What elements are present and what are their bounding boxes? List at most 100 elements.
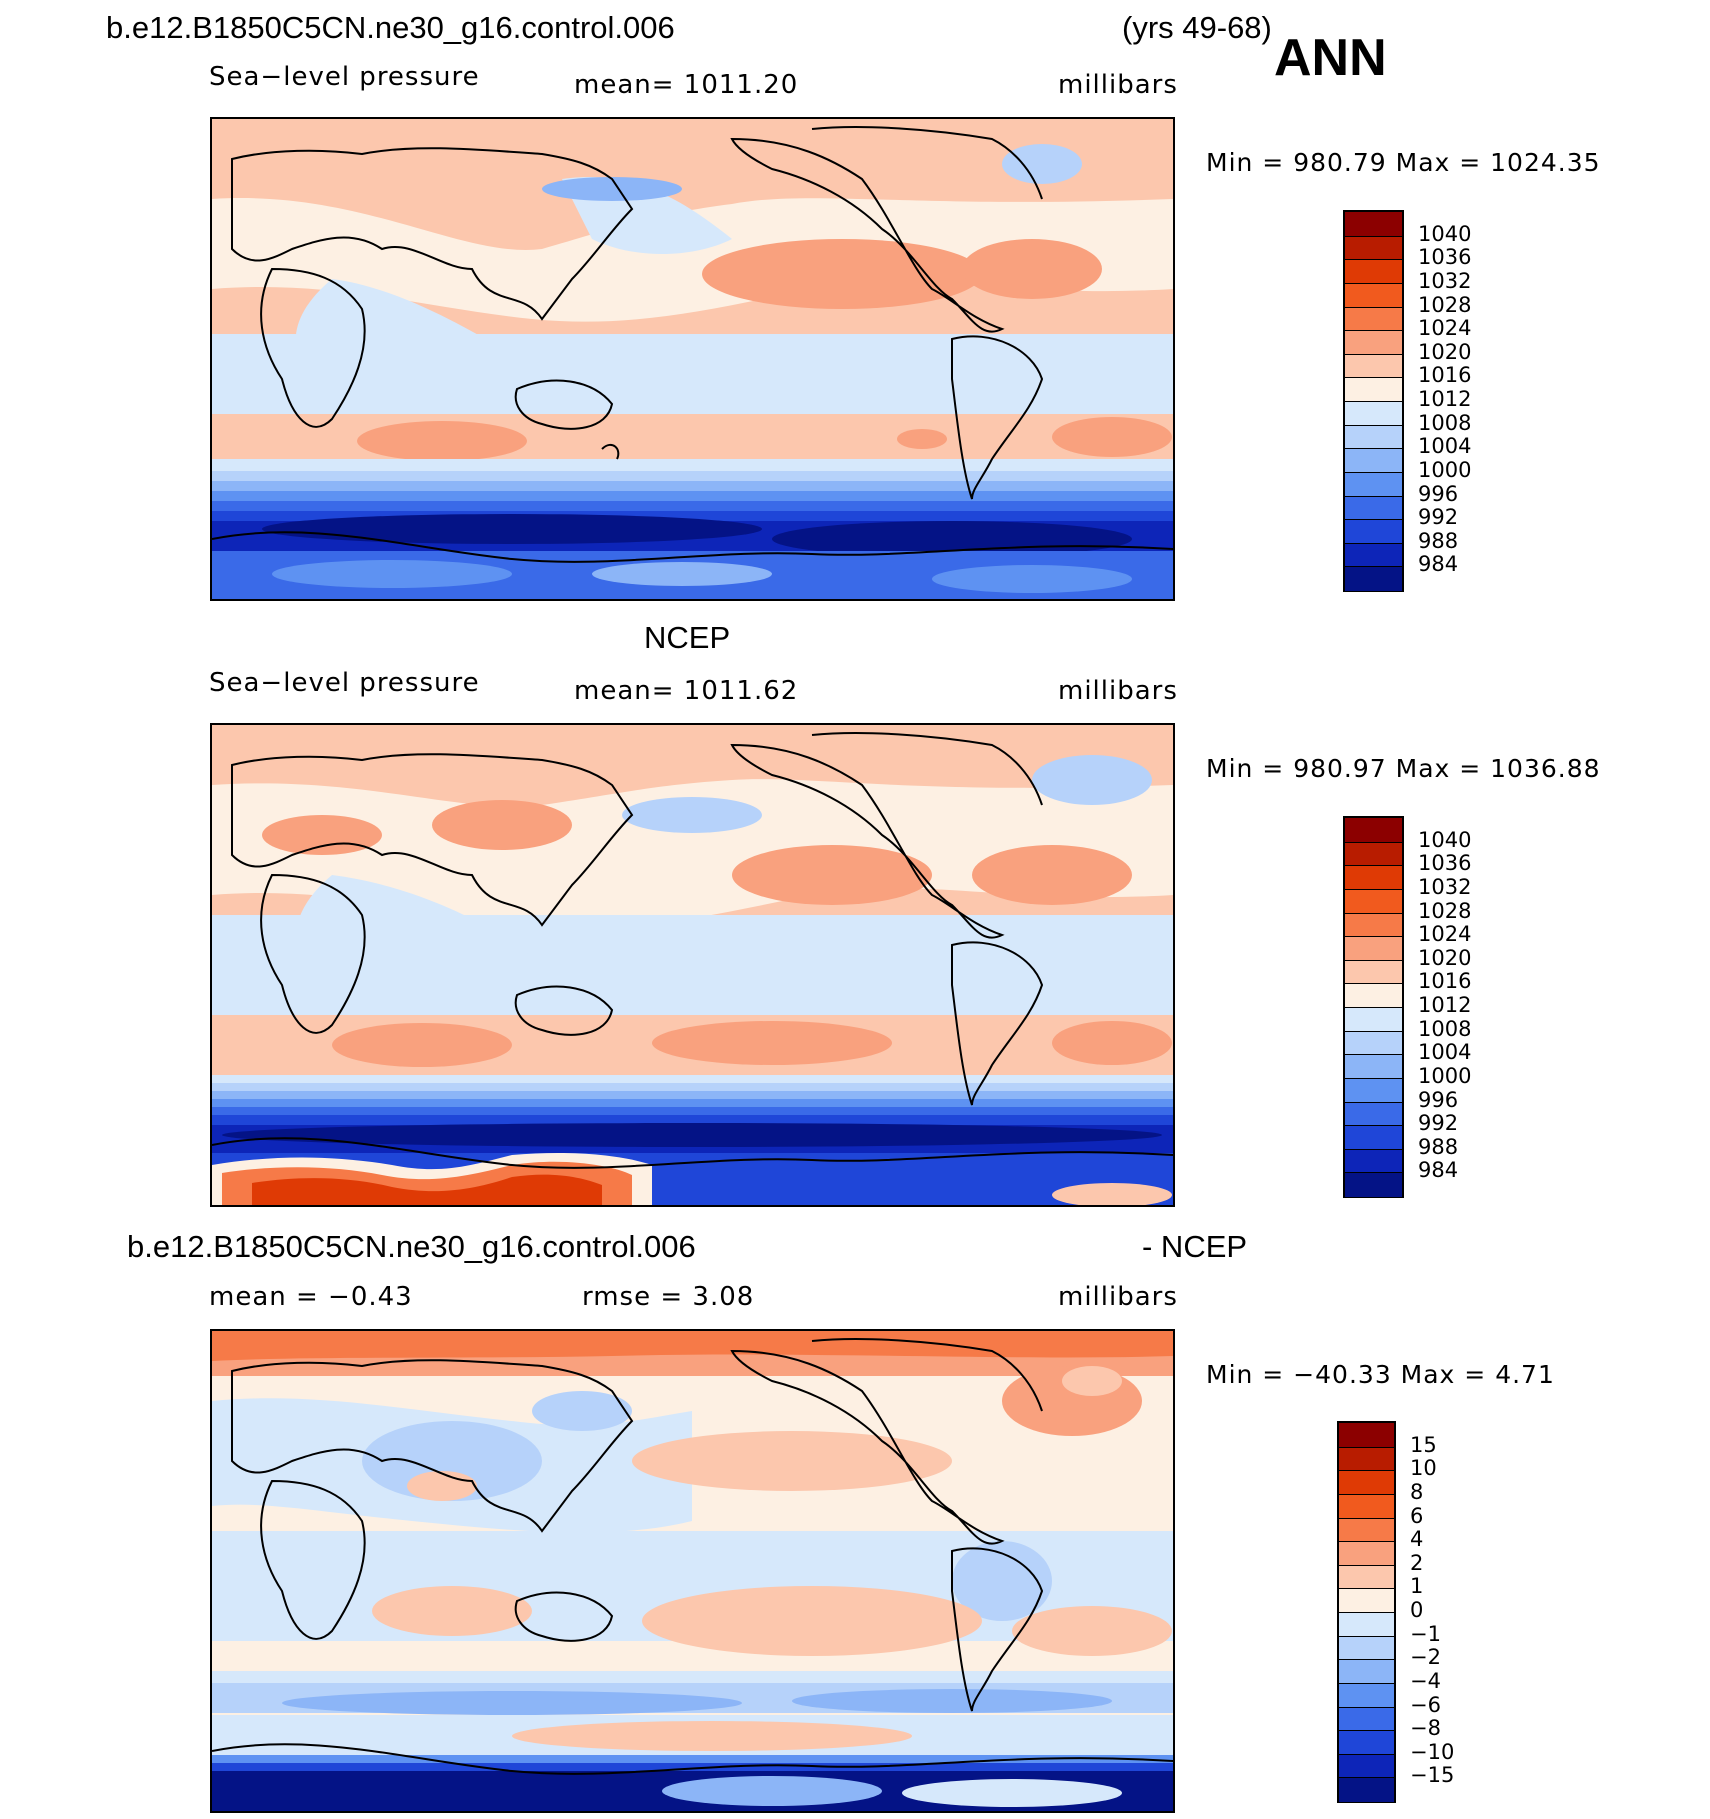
colorbar-label: 1020 xyxy=(1418,945,1472,970)
colorbar-label: 6 xyxy=(1410,1503,1424,1528)
panel3-map xyxy=(210,1329,1175,1813)
colorbar-swatch xyxy=(1345,959,1402,985)
colorbar-swatch xyxy=(1345,212,1402,236)
colorbar-label: 1008 xyxy=(1418,410,1472,435)
colorbar-swatch xyxy=(1345,566,1402,591)
years-label: (yrs 49-68) xyxy=(1122,10,1272,45)
panel1-units: millibars xyxy=(1058,70,1178,100)
colorbar-label: 1036 xyxy=(1418,245,1472,270)
colorbar-swatch xyxy=(1345,306,1402,332)
panel3-rmse: rmse = 3.08 xyxy=(582,1282,755,1312)
colorbar-label: 988 xyxy=(1418,528,1459,553)
colorbar-label: 1032 xyxy=(1418,268,1472,293)
colorbar-swatch xyxy=(1345,259,1402,284)
colorbar-swatch xyxy=(1345,377,1402,402)
colorbar-swatch xyxy=(1345,983,1402,1008)
colorbar-label: 988 xyxy=(1418,1134,1459,1159)
colorbar-label: 15 xyxy=(1410,1432,1437,1457)
colorbar-label: 1024 xyxy=(1418,922,1472,947)
colorbar-swatch xyxy=(1345,1007,1402,1032)
colorbar-label: 1016 xyxy=(1418,969,1472,994)
colorbar-label: −8 xyxy=(1410,1716,1441,1741)
colorbar-swatch xyxy=(1345,912,1402,938)
panel3-colorbar xyxy=(1337,1421,1396,1803)
season-label: ANN xyxy=(1274,29,1387,87)
panel2-mean: mean= 1011.62 xyxy=(574,676,799,706)
colorbar-label: 984 xyxy=(1418,1158,1459,1183)
colorbar-label: 1000 xyxy=(1418,1063,1472,1088)
colorbar-swatch xyxy=(1339,1706,1394,1732)
colorbar-swatch xyxy=(1339,1753,1394,1779)
colorbar-swatch xyxy=(1345,235,1402,261)
colorbar-swatch xyxy=(1339,1612,1394,1637)
colorbar-swatch xyxy=(1345,1077,1402,1103)
colorbar-swatch xyxy=(1345,495,1402,521)
panel2-minmax: Min = 980.97 Max = 1036.88 xyxy=(1206,754,1601,783)
colorbar-swatch xyxy=(1345,1148,1402,1174)
colorbar-label: 2 xyxy=(1410,1550,1424,1575)
colorbar-swatch xyxy=(1339,1446,1394,1472)
panel1-map xyxy=(210,117,1175,601)
panel2-colorbar xyxy=(1343,816,1404,1198)
colorbar-swatch xyxy=(1339,1635,1394,1661)
colorbar-label: 992 xyxy=(1418,505,1459,530)
colorbar-label: 1016 xyxy=(1418,363,1472,388)
panel1-minmax: Min = 980.79 Max = 1024.35 xyxy=(1206,148,1601,177)
colorbar-label: 1004 xyxy=(1418,1040,1472,1065)
colorbar-swatch xyxy=(1339,1564,1394,1590)
colorbar-label: 1 xyxy=(1410,1574,1424,1599)
panel3-title-left: b.e12.B1850C5CN.ne30_g16.control.006 xyxy=(127,1229,696,1264)
colorbar-label: 1012 xyxy=(1418,387,1472,411)
colorbar-swatch xyxy=(1345,330,1402,355)
panel1-variable: Sea−level pressure xyxy=(209,62,480,92)
colorbar-label: −2 xyxy=(1410,1645,1441,1670)
colorbar-label: 996 xyxy=(1418,1087,1459,1112)
colorbar-swatch xyxy=(1345,865,1402,890)
colorbar-swatch xyxy=(1345,936,1402,961)
colorbar-swatch xyxy=(1345,888,1402,914)
colorbar-swatch xyxy=(1339,1493,1394,1519)
colorbar-label: 4 xyxy=(1410,1527,1424,1552)
colorbar-label: 1040 xyxy=(1418,221,1472,246)
colorbar-label: 1036 xyxy=(1418,851,1472,876)
colorbar-swatch xyxy=(1339,1659,1394,1684)
colorbar-swatch xyxy=(1345,1101,1402,1127)
colorbar-label: −6 xyxy=(1410,1692,1441,1717)
colorbar-swatch xyxy=(1339,1777,1394,1802)
colorbar-swatch xyxy=(1339,1588,1394,1613)
colorbar-swatch xyxy=(1345,424,1402,450)
colorbar-swatch xyxy=(1345,818,1402,842)
colorbar-label: 1004 xyxy=(1418,434,1472,459)
colorbar-swatch xyxy=(1345,282,1402,308)
colorbar-swatch xyxy=(1345,1054,1402,1079)
colorbar-label: 992 xyxy=(1418,1111,1459,1136)
panel3-mean: mean = −0.43 xyxy=(209,1282,413,1312)
panel2-units: millibars xyxy=(1058,676,1178,706)
colorbar-swatch xyxy=(1345,542,1402,568)
colorbar-label: 1024 xyxy=(1418,316,1472,341)
colorbar-swatch xyxy=(1345,519,1402,544)
panel2-title: NCEP xyxy=(644,620,731,655)
colorbar-swatch xyxy=(1345,448,1402,473)
case-title: b.e12.B1850C5CN.ne30_g16.control.006 xyxy=(106,10,675,45)
colorbar-label: 1040 xyxy=(1418,827,1472,852)
colorbar-swatch xyxy=(1339,1470,1394,1495)
colorbar-label: −1 xyxy=(1410,1621,1441,1646)
colorbar-label: 8 xyxy=(1410,1479,1424,1504)
colorbar-label: 1012 xyxy=(1418,993,1472,1017)
colorbar-label: 1000 xyxy=(1418,457,1472,482)
colorbar-swatch xyxy=(1339,1423,1394,1447)
colorbar-label: −15 xyxy=(1410,1763,1455,1788)
panel2-map xyxy=(210,723,1175,1207)
colorbar-swatch xyxy=(1339,1730,1394,1755)
colorbar-label: −4 xyxy=(1410,1668,1441,1693)
colorbar-swatch xyxy=(1345,1030,1402,1056)
colorbar-swatch xyxy=(1345,401,1402,426)
colorbar-swatch xyxy=(1339,1682,1394,1708)
colorbar-label: 1028 xyxy=(1418,898,1472,923)
panel3-units: millibars xyxy=(1058,1282,1178,1312)
colorbar-swatch xyxy=(1345,841,1402,867)
colorbar-label: 1008 xyxy=(1418,1016,1472,1041)
panel2-variable: Sea−level pressure xyxy=(209,668,480,698)
colorbar-label: 0 xyxy=(1410,1598,1424,1622)
